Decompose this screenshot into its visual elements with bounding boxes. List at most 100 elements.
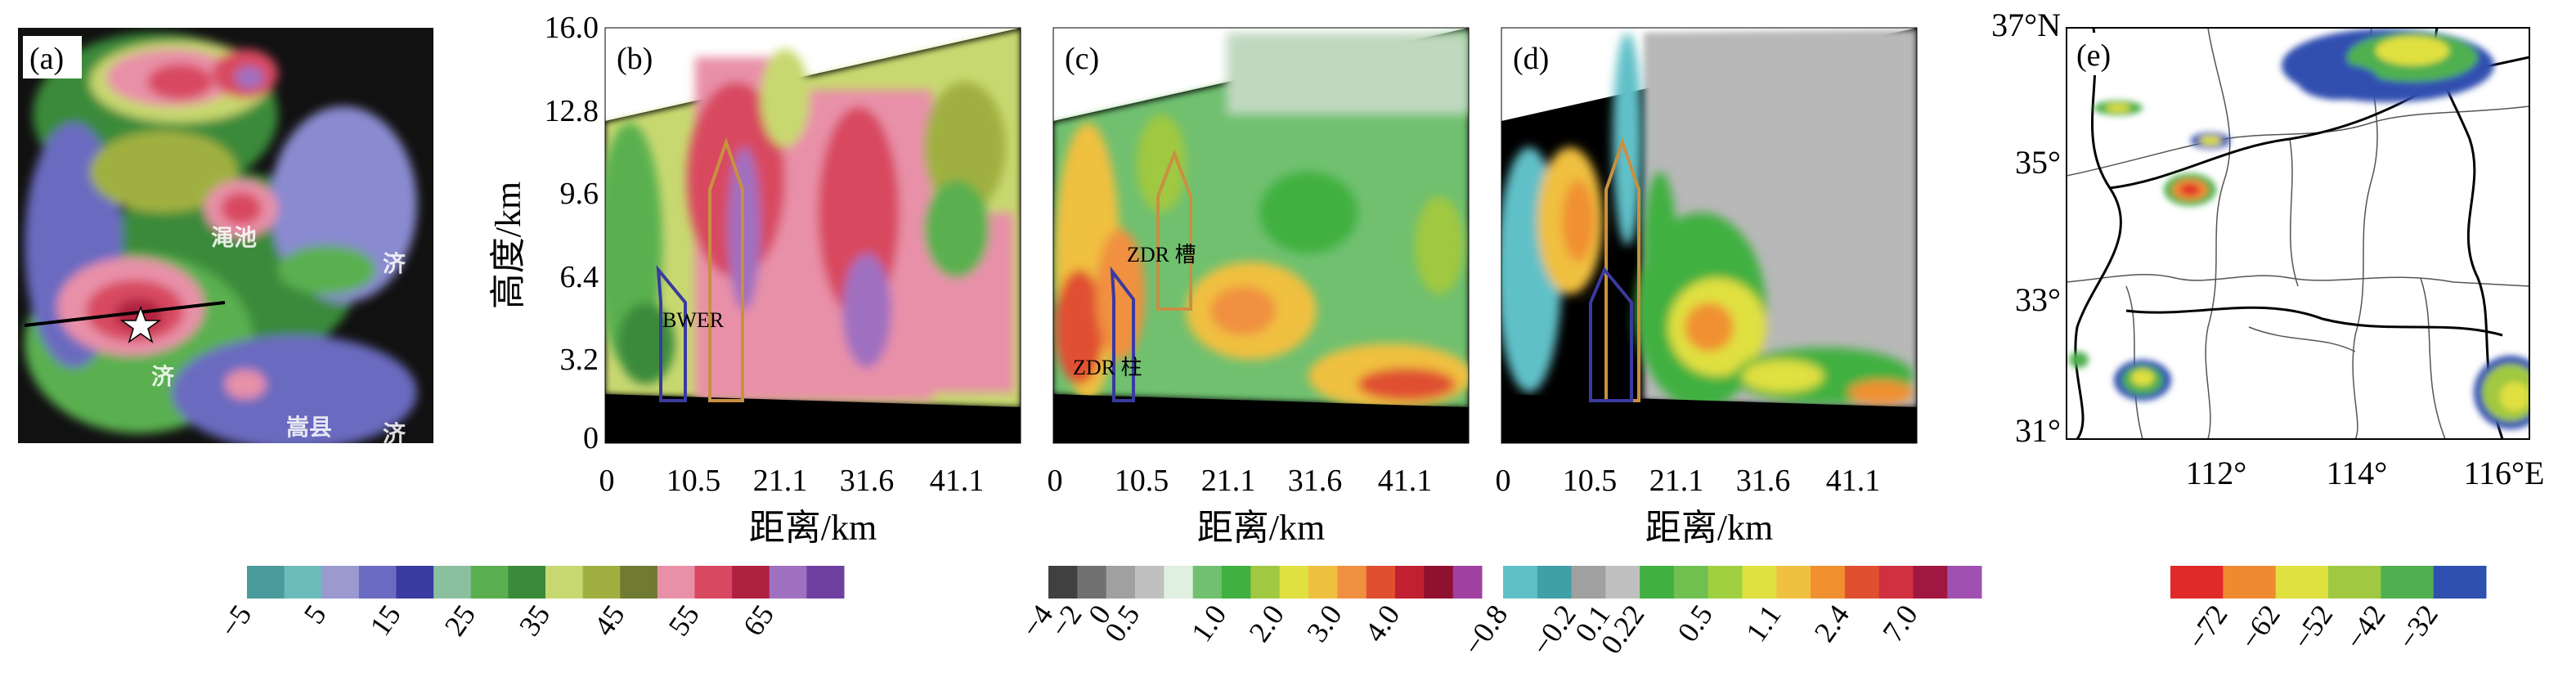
colorbar-reflectivity-swatch: [582, 566, 621, 599]
x-tick-d: 10.5: [1563, 464, 1618, 498]
x-tick-b: 10.5: [666, 464, 721, 498]
colorbar-tbb-swatch: [2433, 566, 2487, 599]
map-label-mianchi: 渑池: [211, 225, 257, 251]
colorbar-zdr-swatch: [1308, 566, 1338, 599]
colorbar-kdp-label: −0.8: [1456, 599, 1514, 661]
colorbar-zdr-label: 2.0: [1242, 599, 1290, 648]
colorbar-reflectivity-swatch: [732, 566, 770, 599]
colorbar-tbb-label: −32: [2391, 599, 2444, 655]
x-tick-b: 21.1: [753, 464, 808, 498]
lat-tick: 35°: [2015, 144, 2061, 181]
colorbar-zdr-swatch: [1250, 566, 1281, 599]
trough-outline: [708, 137, 744, 402]
x-tick-c: 41.1: [1378, 464, 1433, 498]
lat-tick: 33°: [2015, 281, 2061, 318]
kdp-column-outline: [1589, 267, 1633, 402]
x-tick-c: 0: [1048, 464, 1063, 498]
colorbar-zdr-swatch: [1452, 566, 1483, 599]
x-tick-d: 41.1: [1826, 464, 1881, 498]
colorbar-reflectivity-swatch: [769, 566, 807, 599]
colorbar-kdp-swatch: [1878, 566, 1914, 599]
colorbar-tbb-label: −52: [2286, 599, 2339, 655]
colorbar-zdr-swatch: [1164, 566, 1194, 599]
colorbar-tbb-label: −42: [2339, 599, 2392, 655]
colorbar-reflectivity-swatch: [620, 566, 658, 599]
y-axis-title: 高度/km: [488, 182, 528, 309]
zdr-trough-outline: [1156, 149, 1192, 311]
colorbar-zdr-label: 3.0: [1300, 599, 1349, 648]
bwer-annotation: BWER: [662, 308, 725, 332]
x-tick-c: 31.6: [1288, 464, 1343, 498]
colorbar-zdr-swatch: [1279, 566, 1309, 599]
lat-tick: 37°N: [1991, 7, 2061, 43]
colorbar-reflectivity-label: 15: [363, 599, 406, 641]
panel-label-b: (b): [617, 42, 653, 76]
colorbar-reflectivity-swatch: [657, 566, 695, 599]
colorbar-reflectivity-label: 35: [513, 599, 556, 641]
colorbar-reflectivity-swatch: [247, 566, 285, 599]
colorbar-reflectivity-swatch: [694, 566, 733, 599]
colorbar-zdr-label: −2: [1043, 599, 1088, 643]
bwer-outline: [656, 264, 687, 402]
x-tick-b: 41.1: [930, 464, 985, 498]
lon-tick: 112°: [2186, 455, 2247, 491]
colorbar-kdp-label: 0.5: [1671, 599, 1719, 648]
colorbar-zdr-label: 1.0: [1185, 599, 1233, 648]
colorbar-kdp-swatch: [1503, 566, 1538, 599]
map-label-songxian: 嵩县: [286, 415, 332, 441]
colorbar-kdp-swatch: [1640, 566, 1675, 599]
colorbar-zdr-swatch: [1222, 566, 1251, 599]
y-tick: 9.6: [560, 177, 599, 211]
colorbar-reflectivity-label: −5: [213, 599, 258, 643]
x-tick-b: 31.6: [840, 464, 895, 498]
map-label-2: 济: [151, 364, 175, 390]
colorbar-kdp-swatch: [1605, 566, 1640, 599]
colorbar-kdp-swatch: [1844, 566, 1880, 599]
colorbar-zdr-label: 4.0: [1358, 599, 1407, 648]
x-tick-d: 0: [1496, 464, 1511, 498]
colorbar-kdp-label: 2.4: [1808, 599, 1856, 648]
lon-tick: 114°: [2327, 455, 2388, 491]
colorbar-zdr-swatch: [1424, 566, 1454, 599]
colorbar-kdp-swatch: [1811, 566, 1846, 599]
colorbar-zdr-swatch: [1135, 566, 1165, 599]
colorbar-zdr-swatch: [1077, 566, 1107, 599]
x-axis-title-b: 距离/km: [749, 508, 877, 548]
panel-a: 渑池 济 济 嵩县 济 (a): [18, 28, 433, 447]
colorbar-tbb-label: −72: [2181, 599, 2234, 655]
colorbar-reflectivity-swatch: [284, 566, 322, 599]
colorbar-reflectivity-swatch: [358, 566, 397, 599]
zdr-column-outline: [1110, 266, 1135, 402]
colorbar-kdp-label: 0.22: [1595, 599, 1651, 660]
colorbar-zdr-swatch: [1366, 566, 1396, 599]
map-label-1: 济: [383, 251, 406, 277]
panel-c: ZDR 槽 ZDR 柱 (c): [1053, 28, 1469, 443]
colorbar-zdr-swatch: [1395, 566, 1425, 599]
colorbar-reflectivity-label: 5: [297, 599, 332, 630]
panel-b: BWER (b): [605, 28, 1021, 443]
colorbar-kdp-swatch: [1708, 566, 1743, 599]
colorbar-zdr-swatch: [1192, 566, 1223, 599]
colorbar-reflectivity-swatch: [508, 566, 546, 599]
panel-label-e: (e): [2076, 38, 2111, 73]
x-tick-b: 0: [599, 464, 615, 498]
y-tick: 16.0: [545, 11, 599, 45]
colorbar-tbb-swatch: [2275, 566, 2329, 599]
colorbar-kdp-swatch: [1776, 566, 1811, 599]
colorbar-zdr-label: 0.5: [1098, 599, 1147, 648]
y-tick: 3.2: [560, 343, 599, 377]
colorbar-tbb-label: −62: [2233, 599, 2287, 655]
colorbar-reflectivity-swatch: [433, 566, 472, 599]
colorbar-reflectivity-swatch: [321, 566, 360, 599]
panel-d: (d): [1501, 28, 1917, 443]
colorbar-tbb-swatch: [2223, 566, 2277, 599]
x-tick-c: 21.1: [1201, 464, 1256, 498]
lat-tick: 31°: [2015, 412, 2061, 449]
panel-label-c: (c): [1065, 42, 1099, 76]
colorbar-reflectivity-swatch: [470, 566, 509, 599]
colorbar-kdp-swatch: [1913, 566, 1948, 599]
colorbar-reflectivity-swatch: [545, 566, 584, 599]
colorbar-kdp-swatch: [1742, 566, 1777, 599]
map-label-3: 济: [383, 421, 406, 447]
